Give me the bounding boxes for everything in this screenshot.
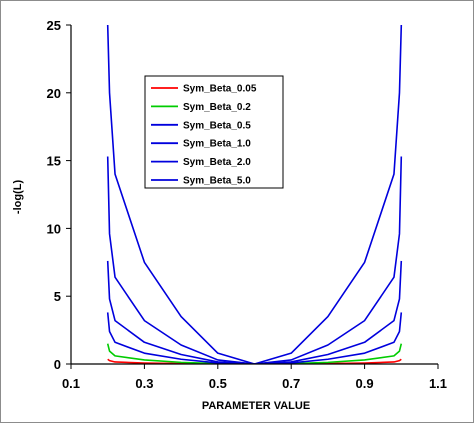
- y-tick-label: 10: [47, 221, 61, 236]
- x-tick-label: 1.1: [429, 376, 447, 391]
- legend-label: Sym_Beta_0.05: [183, 84, 257, 95]
- series-line-3: [106, 312, 403, 364]
- ticks-layer: 0.1 0.3 0.5 0.7 0.9 1.1 0 5 10 15 20 25: [47, 18, 448, 391]
- series-line-2: [106, 343, 403, 364]
- legend-label: Sym_Beta_5.0: [183, 176, 251, 187]
- series-line-4: [106, 260, 403, 364]
- legend-label: Sym_Beta_0.5: [183, 120, 251, 131]
- legend-label: Sym_Beta_2.0: [183, 157, 251, 168]
- series-line-5: [106, 156, 403, 364]
- x-tick-label: 0.7: [282, 376, 300, 391]
- series-line-1: [107, 358, 402, 364]
- y-tick-label: 25: [47, 18, 61, 33]
- x-tick-label: 0.3: [135, 376, 153, 391]
- axes-layer: [70, 25, 438, 365]
- series-line-6: [106, 24, 403, 364]
- y-axis-title: -log(L): [12, 180, 24, 215]
- x-tick-label: 0.9: [356, 376, 374, 391]
- y-tick-label: 20: [47, 86, 61, 101]
- y-tick-label: 0: [54, 357, 61, 372]
- series-layer: [106, 24, 403, 364]
- x-axis-title: PARAMETER VALUE: [202, 400, 310, 412]
- y-tick-label: 5: [54, 289, 61, 304]
- x-tick-label: 0.5: [209, 376, 227, 391]
- y-tick-label: 15: [47, 154, 61, 169]
- legend-label: Sym_Beta_0.2: [183, 102, 251, 113]
- legend: Sym_Beta_0.05 Sym_Beta_0.2 Sym_Beta_0.5 Sym…: [144, 75, 284, 189]
- legend-label: Sym_Beta_1.0: [183, 139, 251, 150]
- legend-box: [144, 75, 284, 189]
- x-tick-label: 0.1: [62, 376, 80, 391]
